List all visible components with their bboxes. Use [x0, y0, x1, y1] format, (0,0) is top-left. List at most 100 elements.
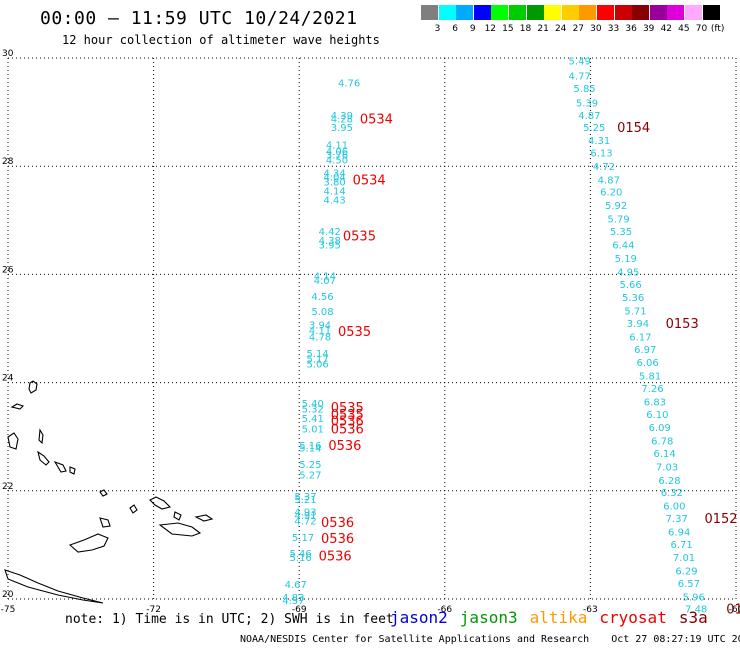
scale-swatch [702, 5, 720, 20]
wave-height-value: 5.81 [639, 372, 661, 383]
wave-height-value: 4.72 [593, 162, 615, 173]
map-grid [7, 57, 737, 600]
mission-legend: jason2 jason3 altika cryosat s3a [390, 608, 720, 627]
wave-height-value: 5.79 [607, 215, 629, 226]
scale-label: 6 [452, 24, 458, 34]
wave-height-value: 5.49 [569, 57, 591, 68]
bahamas-andros [7, 432, 19, 450]
scale-label: 30 [590, 24, 602, 34]
wave-height-value: 5.46 [289, 549, 311, 560]
pass-time-label: 0536 [321, 532, 354, 547]
cuba-east [4, 569, 104, 604]
scale-swatch [456, 5, 474, 20]
scale-swatch [649, 5, 667, 20]
pass-time-label: 0153 [666, 317, 699, 332]
wave-height-value: 3.94 [627, 319, 649, 330]
wave-height-value: 4.78 [309, 333, 331, 344]
pass-time-label: 0152 [704, 512, 737, 527]
wave-height-value: 4.67 [285, 580, 307, 591]
wave-height-value: 7.03 [656, 462, 678, 473]
bahamas-long-island [69, 466, 76, 475]
wave-height-value: 5.71 [624, 307, 646, 318]
y-tick-label: 30 [2, 49, 14, 59]
scale-label: 45 [678, 24, 690, 34]
wave-height-value: 5.19 [615, 254, 637, 265]
wave-height-value: 4.87 [598, 176, 620, 187]
bahamas-mayaguana [129, 504, 138, 514]
scale-label: 27 [572, 24, 585, 34]
scale-label: 36 [625, 24, 637, 34]
wave-height-value: 5.25 [583, 123, 605, 134]
wave-height-value: 5.39 [576, 98, 598, 109]
wave-height-value: 5.08 [311, 307, 333, 318]
wave-height-value: 4.11 [326, 141, 348, 152]
map-subtitle: 12 hour collection of altimeter wave hei… [62, 33, 380, 47]
scale-swatch [526, 5, 544, 20]
wave-height-value: 4.14 [323, 187, 345, 198]
pass-time-label: 0536 [319, 550, 352, 565]
bahamas-crooked [99, 489, 108, 497]
wave-height-value: 6.32 [661, 488, 683, 499]
x-tick-label: -69 [292, 605, 307, 615]
wave-height-value: 5.17 [306, 354, 328, 365]
wave-height-value: 4.91 [294, 511, 316, 522]
wave-height-value: 4.31 [588, 136, 610, 147]
altimeter-tracks: 4.764.394.283.954.114.063.764.504.344.04… [282, 57, 740, 618]
wave-height-value: 4.11 [309, 326, 331, 337]
caicos-east [173, 511, 182, 521]
pass-time-label: 01 [726, 603, 740, 618]
pass-time-label: 0535 [338, 325, 371, 340]
mission-cryosat: cryosat [599, 608, 667, 627]
pass-time-label: 0534 [353, 174, 386, 189]
wave-height-value: 5.27 [299, 471, 321, 482]
wave-height-value: 5.06 [306, 360, 328, 371]
scale-swatch [579, 5, 597, 20]
wave-height-value: 5.96 [683, 592, 705, 603]
pass-time-label: 0154 [617, 121, 650, 136]
scale-swatch [561, 5, 579, 20]
pass-time-label: 0535 [331, 408, 364, 423]
wave-height-value: 6.83 [644, 398, 666, 409]
bahamas-grand-bahama [10, 403, 25, 410]
scale-label: 24 [554, 24, 567, 34]
scale-label: 9 [469, 24, 476, 34]
wave-height-value: 5.36 [622, 293, 644, 304]
credit-timestamp: Oct 27 08:27:19 UTC 2021 [611, 634, 740, 645]
wave-height-value: 4.72 [294, 517, 316, 528]
scale-label: 18 [519, 24, 532, 34]
wave-height-value: 5.37 [294, 492, 316, 503]
y-tick-label: 20 [2, 590, 14, 600]
scale-swatch [614, 5, 632, 20]
hispaniola-east [158, 522, 202, 537]
scale-label: 42 [660, 24, 673, 34]
scale-swatch [509, 5, 526, 20]
wave-height-value: 4.06 [326, 147, 348, 158]
pass-time-label: 0536 [321, 516, 354, 531]
pass-time-label: 0535 [331, 401, 364, 416]
wave-height-value: 4.34 [323, 169, 345, 180]
y-tick-label: 26 [2, 265, 14, 275]
wave-height-value: 5.21 [294, 495, 316, 506]
coastline [4, 380, 214, 604]
x-tick-label: -72 [146, 605, 161, 615]
wave-height-value: 7.01 [673, 553, 695, 564]
credit-line: NOAA/NESDIS Center for Satellite Applica… [240, 634, 740, 645]
wave-height-value: 4.93 [294, 507, 316, 518]
wave-height-value: 6.20 [600, 188, 622, 199]
puerto-rico-west [194, 514, 214, 522]
wave-height-value: 6.44 [612, 241, 634, 252]
x-tick-label: -60 [729, 605, 740, 615]
scale-swatch [667, 5, 685, 20]
mission-jason2: jason2 [390, 608, 448, 627]
map-title: 00:00 – 11:59 UTC 10/24/2021 [40, 8, 358, 29]
wave-height-value: 6.28 [658, 476, 680, 487]
pass-time-label: 0534 [360, 113, 393, 128]
wave-height-value: 4.04 [323, 172, 345, 183]
wave-height-value: 5.32 [302, 405, 324, 416]
bahamas-eleuthera [38, 428, 44, 445]
wave-height-value: 7.26 [641, 384, 663, 395]
wave-height-value: 4.38 [319, 236, 341, 247]
scale-label: 12 [484, 24, 497, 34]
wave-height-value: 6.71 [670, 540, 692, 551]
